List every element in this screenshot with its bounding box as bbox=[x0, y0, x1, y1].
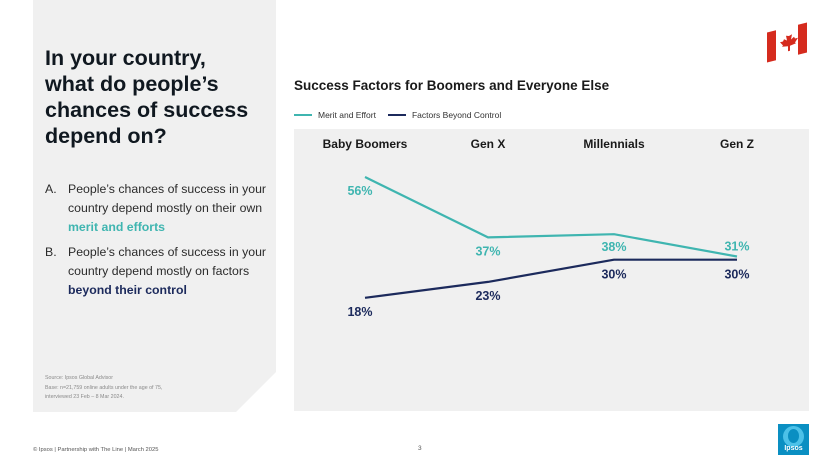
footer-credit: © Ipsos | Partnership with The Line | Ma… bbox=[33, 447, 159, 453]
question-line-4: depend on? bbox=[45, 124, 167, 148]
question-line-2: what do people’s bbox=[45, 72, 219, 96]
option-b-letter: B. bbox=[45, 245, 57, 259]
data-label-1-1: 23% bbox=[475, 289, 500, 303]
legend-swatch-beyond bbox=[387, 114, 406, 116]
category-label-3: Gen Z bbox=[720, 137, 754, 151]
logo-text: Ipsos bbox=[784, 445, 803, 452]
option-a-body: People’s chances of success in your coun… bbox=[68, 180, 270, 237]
source-note: Source: Ipsos Global Advisor Base: n=21,… bbox=[45, 374, 162, 403]
question-panel bbox=[33, 0, 276, 412]
line-chart: Baby Boomers Gen X Millennials Gen Z 56% 37% 3… bbox=[323, 137, 754, 319]
option-a-text: People’s chances of success in your coun… bbox=[68, 182, 266, 215]
legend-swatch-merit bbox=[294, 114, 312, 116]
source-line-1: Source: Ipsos Global Advisor bbox=[45, 375, 114, 381]
question-line-3: chances of success bbox=[45, 98, 249, 122]
legend-item-beyond: Factors Beyond Control bbox=[387, 110, 502, 120]
chart-area: Baby Boomers Gen X Millennials Gen Z 56% 37% 3… bbox=[294, 129, 809, 411]
category-label-0: Baby Boomers bbox=[323, 137, 408, 151]
answer-options: A. People’s chances of success in your c… bbox=[45, 180, 270, 306]
option-b-highlight: beyond their control bbox=[68, 283, 187, 297]
source-line-2: Base: n=21,759 online adults under the a… bbox=[45, 384, 163, 391]
option-b-text: People’s chances of success in your coun… bbox=[68, 245, 266, 278]
chart-legend: Merit and Effort Factors Beyond Control bbox=[294, 110, 513, 120]
option-a-highlight: merit and efforts bbox=[68, 220, 166, 234]
series-line-0 bbox=[364, 176, 738, 258]
legend-label-merit: Merit and Effort bbox=[318, 110, 376, 120]
option-b: B. People’s chances of success in your c… bbox=[45, 243, 270, 300]
data-label-0-0: 56% bbox=[347, 184, 372, 198]
category-label-1: Gen X bbox=[471, 137, 506, 151]
canada-flag-icon bbox=[767, 22, 807, 63]
chart-title: Success Factors for Boomers and Everyone… bbox=[294, 78, 610, 93]
data-label-0-3: 31% bbox=[724, 240, 749, 254]
option-a: A. People’s chances of success in your c… bbox=[45, 180, 270, 237]
category-label-2: Millennials bbox=[583, 137, 645, 151]
question-heading: In your country, what do people’s chance… bbox=[45, 45, 270, 149]
option-b-body: People’s chances of success in your coun… bbox=[68, 243, 270, 300]
series-line-1 bbox=[364, 258, 737, 299]
data-label-1-2: 30% bbox=[601, 268, 626, 282]
logo-ring-inner bbox=[788, 429, 799, 443]
data-label-1-0: 18% bbox=[347, 305, 372, 319]
option-a-letter: A. bbox=[45, 182, 57, 196]
data-label-1-3: 30% bbox=[724, 268, 749, 282]
data-label-0-1: 37% bbox=[475, 244, 500, 258]
question-line-1: In your country, bbox=[45, 46, 206, 70]
ipsos-logo: Ipsos bbox=[778, 424, 809, 455]
page-number: 3 bbox=[418, 445, 422, 452]
legend-item-merit: Merit and Effort bbox=[294, 110, 376, 120]
source-line-3: interviewed 23 Feb – 8 Mar 2024. bbox=[45, 394, 124, 400]
data-label-0-2: 38% bbox=[601, 240, 626, 254]
legend-label-beyond: Factors Beyond Control bbox=[411, 110, 502, 120]
